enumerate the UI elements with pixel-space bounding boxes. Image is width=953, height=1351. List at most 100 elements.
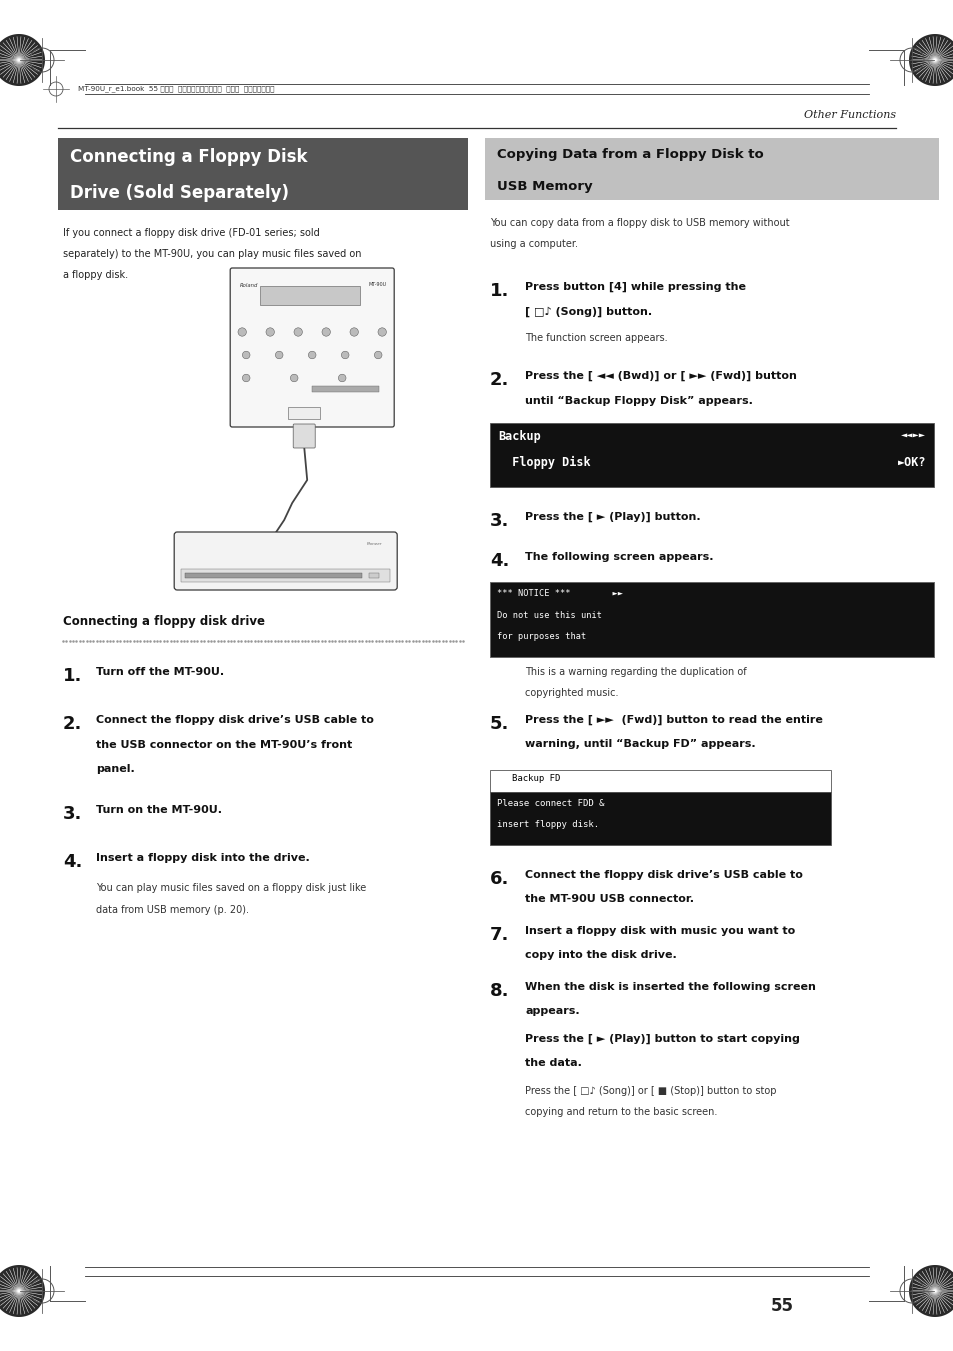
Bar	[490, 792, 830, 844]
Text: 7.: 7.	[490, 925, 509, 943]
Bar	[490, 770, 830, 792]
Circle shape	[341, 351, 349, 359]
Text: 3.: 3.	[490, 512, 509, 530]
Polygon shape	[0, 1265, 45, 1317]
Text: You can play music files saved on a floppy disk just like: You can play music files saved on a flop…	[96, 884, 366, 893]
Text: Turn on the MT-90U.: Turn on the MT-90U.	[96, 805, 222, 815]
Circle shape	[338, 374, 346, 382]
Text: ►OK?: ►OK?	[897, 457, 925, 469]
Text: Connecting a floppy disk drive: Connecting a floppy disk drive	[63, 615, 265, 628]
Text: 55: 55	[770, 1297, 793, 1315]
Text: a floppy disk.: a floppy disk.	[63, 270, 128, 280]
Text: using a computer.: using a computer.	[490, 239, 578, 249]
FancyBboxPatch shape	[230, 267, 394, 427]
Bar	[58, 138, 468, 209]
Text: The following screen appears.: The following screen appears.	[524, 553, 713, 562]
Circle shape	[242, 351, 250, 359]
Bar	[312, 386, 379, 392]
Circle shape	[275, 351, 283, 359]
Bar	[484, 138, 938, 200]
Text: Roland: Roland	[240, 282, 258, 288]
Text: copyrighted music.: copyrighted music.	[524, 688, 618, 698]
Text: This is a warning regarding the duplication of: This is a warning regarding the duplicat…	[524, 666, 746, 677]
Text: appears.: appears.	[524, 1006, 579, 1016]
Polygon shape	[908, 1265, 953, 1317]
Text: data from USB memory (p. 20).: data from USB memory (p. 20).	[96, 905, 249, 915]
Text: Drive (Sold Separately): Drive (Sold Separately)	[70, 184, 289, 203]
Text: the data.: the data.	[524, 1058, 581, 1069]
Text: The function screen appears.: The function screen appears.	[524, 332, 667, 343]
Bar	[369, 573, 378, 578]
Text: Backup: Backup	[497, 430, 540, 443]
Text: until “Backup Floppy Disk” appears.: until “Backup Floppy Disk” appears.	[524, 396, 752, 405]
Circle shape	[377, 328, 386, 336]
Circle shape	[290, 374, 297, 382]
Text: Connecting a Floppy Disk: Connecting a Floppy Disk	[70, 149, 307, 166]
Bar	[181, 569, 390, 582]
Text: If you connect a floppy disk drive (FD-01 series; sold: If you connect a floppy disk drive (FD-0…	[63, 228, 319, 238]
Circle shape	[242, 374, 250, 382]
Text: 1.: 1.	[63, 667, 82, 685]
FancyBboxPatch shape	[174, 532, 396, 590]
Text: panel.: panel.	[96, 765, 134, 774]
Text: Press the [ □♪ (Song)] or [ ■ (Stop)] button to stop: Press the [ □♪ (Song)] or [ ■ (Stop)] bu…	[524, 1085, 776, 1096]
Circle shape	[308, 351, 315, 359]
Text: Backup FD: Backup FD	[512, 774, 559, 782]
Text: Insert a floppy disk with music you want to: Insert a floppy disk with music you want…	[524, 925, 795, 935]
Text: warning, until “Backup FD” appears.: warning, until “Backup FD” appears.	[524, 739, 755, 748]
Text: Press the [ ► (Play)] button to start copying: Press the [ ► (Play)] button to start co…	[524, 1034, 799, 1044]
Text: Connect the floppy disk drive’s USB cable to: Connect the floppy disk drive’s USB cabl…	[96, 715, 374, 725]
Text: 5.: 5.	[490, 715, 509, 732]
Circle shape	[294, 328, 302, 336]
Text: Press the [ ►►  (Fwd)] button to read the entire: Press the [ ►► (Fwd)] button to read the…	[524, 715, 822, 724]
Text: for purposes that: for purposes that	[497, 632, 586, 640]
Text: copying and return to the basic screen.: copying and return to the basic screen.	[524, 1106, 717, 1117]
Text: Connect the floppy disk drive’s USB cable to: Connect the floppy disk drive’s USB cabl…	[524, 870, 802, 880]
Text: insert floppy disk.: insert floppy disk.	[497, 820, 598, 830]
Text: 4.: 4.	[63, 852, 82, 871]
Text: You can copy data from a floppy disk to USB memory without: You can copy data from a floppy disk to …	[490, 218, 789, 228]
Circle shape	[266, 328, 274, 336]
Polygon shape	[908, 34, 953, 86]
Text: 2.: 2.	[490, 372, 509, 389]
Text: 4.: 4.	[490, 553, 509, 570]
Text: 1.: 1.	[490, 282, 509, 300]
Circle shape	[322, 328, 330, 336]
Bar	[185, 573, 362, 578]
Text: MT-90U: MT-90U	[368, 282, 386, 286]
Circle shape	[237, 328, 246, 336]
Text: *** NOTICE ***        ►►: *** NOTICE *** ►►	[497, 589, 622, 598]
Text: Pioneer: Pioneer	[366, 542, 382, 546]
Text: 2.: 2.	[63, 715, 82, 734]
Text: Do not use this unit: Do not use this unit	[497, 611, 601, 620]
Text: When the disk is inserted the following screen: When the disk is inserted the following …	[524, 981, 815, 992]
Text: Press the [ ◄◄ (Bwd)] or [ ►► (Fwd)] button: Press the [ ◄◄ (Bwd)] or [ ►► (Fwd)] but…	[524, 372, 796, 381]
Text: ◄◄►►: ◄◄►►	[900, 430, 925, 440]
Text: Press the [ ► (Play)] button.: Press the [ ► (Play)] button.	[524, 512, 700, 523]
Bar	[288, 407, 320, 419]
Text: Insert a floppy disk into the drive.: Insert a floppy disk into the drive.	[96, 852, 310, 863]
Text: Other Functions: Other Functions	[803, 109, 895, 120]
Text: the MT-90U USB connector.: the MT-90U USB connector.	[524, 894, 693, 904]
Bar	[490, 423, 933, 486]
Text: 6.: 6.	[490, 870, 509, 888]
Bar	[490, 582, 933, 657]
Text: Please connect FDD &: Please connect FDD &	[497, 798, 604, 808]
Text: Press button [4] while pressing the: Press button [4] while pressing the	[524, 282, 745, 292]
Bar	[260, 286, 360, 305]
Text: Turn off the MT-90U.: Turn off the MT-90U.	[96, 667, 224, 677]
Text: USB Memory: USB Memory	[497, 180, 592, 193]
Circle shape	[374, 351, 381, 359]
Text: MT-90U_r_e1.book  55 ページ  ２００８年３月２４日  月曜日  午後４時４６分: MT-90U_r_e1.book 55 ページ ２００８年３月２４日 月曜日 午…	[78, 85, 274, 92]
Text: Copying Data from a Floppy Disk to: Copying Data from a Floppy Disk to	[497, 149, 763, 161]
Text: Floppy Disk: Floppy Disk	[497, 457, 590, 469]
FancyBboxPatch shape	[293, 424, 314, 449]
Polygon shape	[0, 34, 45, 86]
Text: copy into the disk drive.: copy into the disk drive.	[524, 950, 676, 961]
Text: 3.: 3.	[63, 805, 82, 823]
Text: [ □♪ (Song)] button.: [ □♪ (Song)] button.	[524, 307, 652, 317]
Circle shape	[350, 328, 358, 336]
Text: separately) to the MT-90U, you can play music files saved on: separately) to the MT-90U, you can play …	[63, 249, 361, 259]
Text: 8.: 8.	[490, 981, 509, 1000]
Text: the USB connector on the MT-90U’s front: the USB connector on the MT-90U’s front	[96, 739, 352, 750]
